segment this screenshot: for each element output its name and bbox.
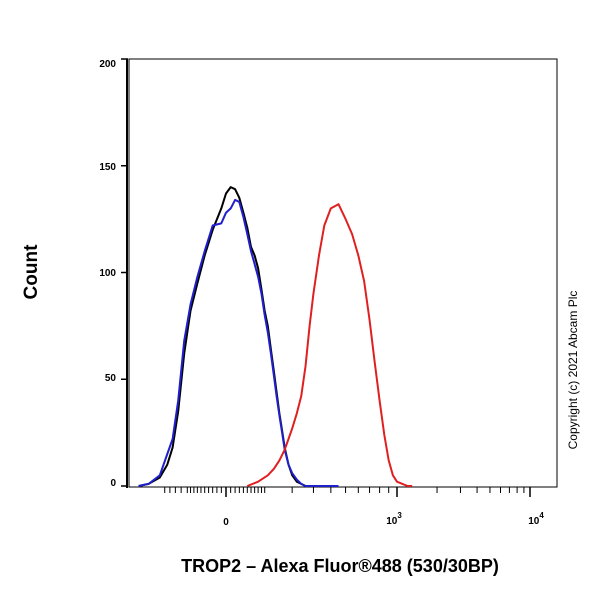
y-tick-label-150: 150: [99, 162, 116, 173]
x-axis-title: TROP2 – Alexa Fluor®488 (530/30BP): [181, 556, 499, 576]
y-axis-title: Count: [21, 244, 42, 300]
y-tick-label-100: 100: [99, 268, 116, 279]
x-tick-label-1e4-exp: 4: [539, 511, 544, 520]
copyright-note: Copyright (c) 2021 Abcam Plc: [566, 291, 580, 450]
series-line-1: [138, 198, 339, 487]
y-axis-ticks: [121, 58, 128, 487]
x-tick-label-1e3-base: 10: [386, 516, 398, 527]
x-tick-label-1e4-base: 10: [528, 516, 540, 527]
plot-frame: [128, 58, 558, 488]
x-tick-label-1e3: 103: [386, 511, 402, 527]
x-tick-label-1e4: 104: [528, 511, 544, 527]
x-axis-ticks: [164, 487, 531, 497]
y-tick-label-50: 50: [105, 373, 117, 384]
series-layer: [138, 186, 413, 487]
x-tick-label-1e3-exp: 3: [397, 511, 402, 520]
y-tick-label-200: 200: [99, 59, 116, 70]
x-tick-label-0: 0: [223, 517, 229, 528]
series-line-2: [246, 203, 413, 487]
y-tick-label-0: 0: [110, 478, 116, 489]
